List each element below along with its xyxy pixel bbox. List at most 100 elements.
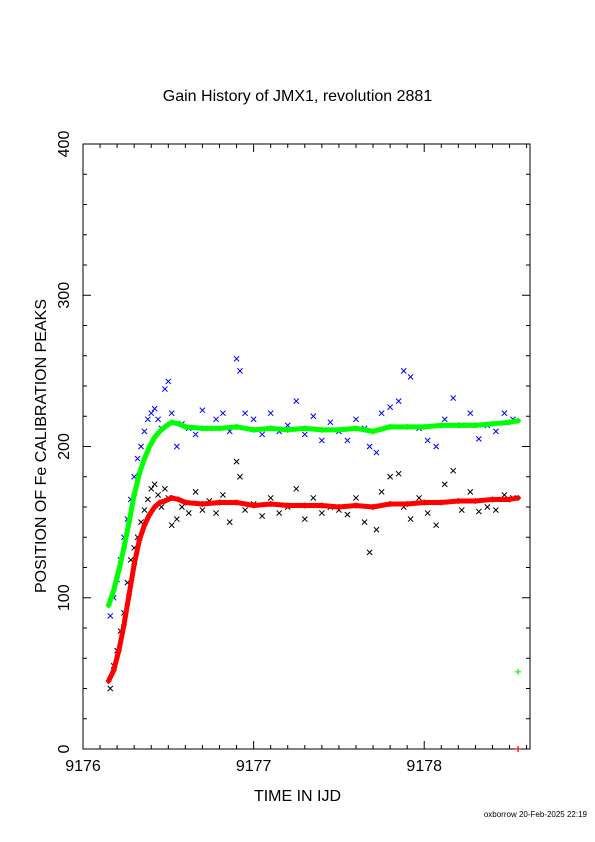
x-marker-stroke — [173, 516, 180, 523]
data-point — [267, 500, 274, 507]
data-point — [301, 502, 308, 509]
data-point — [267, 410, 274, 417]
data-point — [506, 496, 513, 503]
data-point — [146, 443, 153, 450]
x-marker-stroke — [233, 458, 240, 465]
x-marker-stroke — [199, 407, 206, 414]
x-marker-stroke — [276, 510, 283, 517]
data-point — [293, 398, 300, 405]
data-point — [173, 443, 180, 450]
data-point — [472, 422, 479, 429]
data-point — [134, 455, 141, 462]
data-point — [450, 467, 457, 474]
x-marker-stroke — [259, 513, 266, 520]
x-marker-stroke — [138, 519, 144, 526]
data-point — [126, 591, 133, 598]
x-marker-stroke — [310, 494, 317, 501]
x-marker-stroke — [259, 431, 266, 438]
x-marker-stroke — [378, 488, 385, 495]
data-point — [424, 510, 431, 517]
footer-stamp: oxborrow 20-Feb-2025 22:19 — [483, 810, 587, 819]
data-point — [421, 423, 428, 430]
x-marker-stroke — [173, 443, 180, 450]
data-point — [136, 537, 143, 544]
y-tick-label: 400 — [56, 131, 73, 158]
x-marker-stroke — [141, 507, 148, 513]
data-point — [284, 426, 291, 433]
data-point — [126, 519, 133, 526]
x-marker-stroke — [424, 437, 431, 444]
data-point — [175, 496, 182, 503]
x-marker-stroke — [353, 494, 359, 501]
x-marker-stroke — [134, 455, 141, 462]
data-point — [441, 481, 448, 488]
x-marker-stroke — [144, 416, 151, 423]
x-marker-stroke — [344, 437, 351, 444]
x-marker-stroke — [213, 510, 220, 517]
data-point — [175, 420, 182, 427]
data-point — [141, 507, 148, 513]
x-marker-stroke — [467, 410, 474, 417]
x-marker-stroke — [441, 481, 448, 488]
data-point — [138, 443, 144, 450]
data-point — [216, 499, 223, 506]
x-marker-stroke — [310, 413, 317, 420]
data-point — [489, 496, 496, 503]
data-point — [335, 504, 342, 510]
data-point — [318, 437, 325, 444]
x-marker-stroke — [237, 473, 243, 480]
data-point — [165, 378, 172, 385]
x-marker-stroke — [161, 386, 168, 392]
x-marker-stroke — [158, 504, 165, 510]
data-point — [467, 488, 474, 495]
x-marker-stroke — [250, 416, 257, 423]
data-point — [433, 443, 440, 450]
data-point — [395, 398, 402, 405]
data-point — [441, 416, 448, 423]
series-3 — [105, 494, 522, 684]
data-point — [216, 425, 223, 432]
data-point — [105, 602, 112, 609]
data-point — [199, 507, 206, 513]
x-marker-stroke — [213, 416, 220, 423]
data-point — [237, 473, 243, 480]
data-point — [492, 507, 499, 513]
data-point — [131, 561, 138, 568]
y-tick-label: 100 — [56, 584, 73, 611]
outlier-point — [515, 668, 522, 675]
data-point — [458, 507, 465, 513]
data-point — [404, 423, 411, 430]
data-point — [344, 511, 351, 518]
data-point — [475, 508, 482, 515]
data-point — [352, 502, 359, 509]
data-point — [250, 502, 257, 509]
x-marker-stroke — [373, 449, 380, 456]
x-marker-stroke — [151, 405, 158, 412]
data-point — [141, 455, 148, 462]
x-marker-stroke — [151, 481, 158, 488]
data-point — [484, 504, 491, 510]
data-point — [318, 502, 325, 509]
data-point — [242, 507, 249, 513]
data-point — [156, 428, 163, 435]
data-point — [192, 488, 199, 495]
x-marker-stroke — [327, 419, 334, 426]
x-marker-stroke — [361, 519, 368, 526]
data-point — [105, 677, 112, 684]
data-point — [213, 416, 220, 423]
series-2 — [105, 417, 522, 609]
x-marker-stroke — [353, 416, 359, 423]
x-marker-stroke — [107, 685, 114, 692]
data-point — [267, 494, 274, 501]
data-point — [301, 425, 308, 432]
data-point — [344, 437, 351, 444]
data-point — [155, 416, 162, 423]
x-tick-label: 9177 — [236, 758, 272, 775]
data-point — [168, 419, 175, 426]
x-marker-stroke — [226, 519, 233, 526]
x-marker-stroke — [219, 491, 226, 498]
x-marker-stroke — [407, 373, 414, 380]
x-marker-stroke — [318, 510, 325, 517]
y-tick-label: 200 — [56, 433, 73, 460]
